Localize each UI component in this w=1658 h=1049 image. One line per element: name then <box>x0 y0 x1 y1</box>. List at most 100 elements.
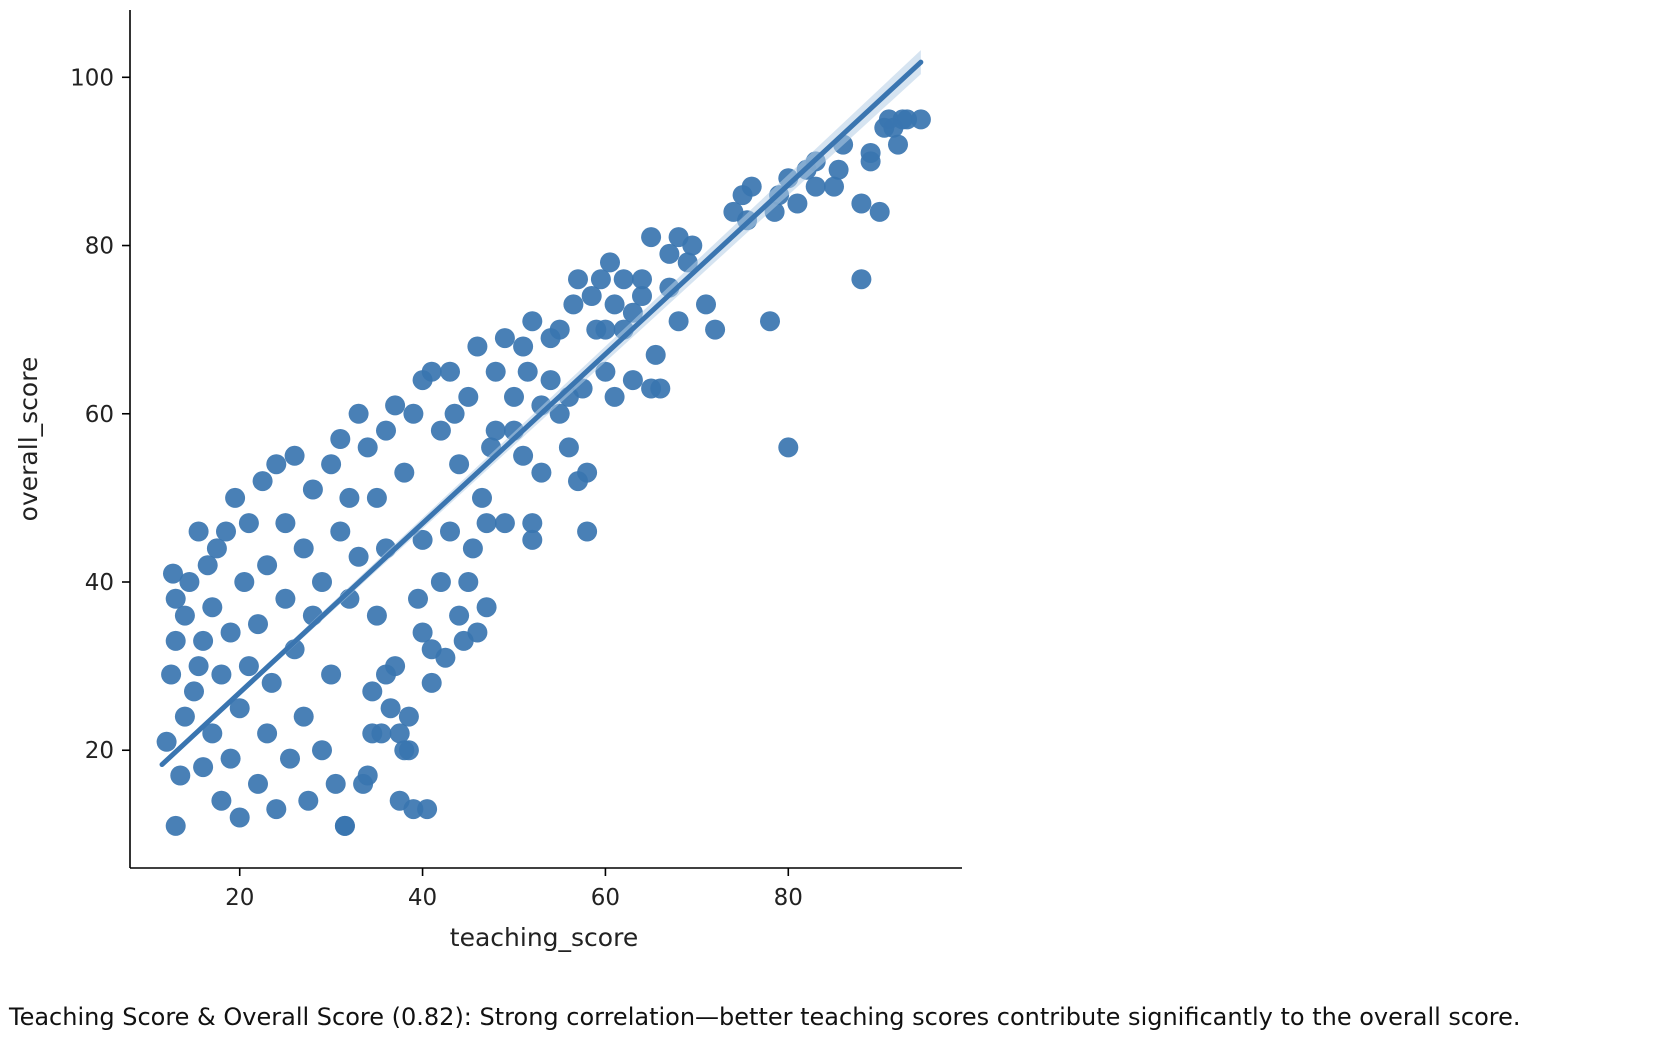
data-point <box>225 487 246 508</box>
data-point <box>604 294 625 315</box>
data-point <box>458 386 479 407</box>
data-point <box>467 336 488 357</box>
data-point <box>385 395 406 416</box>
data-point <box>188 656 209 677</box>
data-point <box>293 538 314 559</box>
data-point <box>435 647 456 668</box>
data-point <box>357 437 378 458</box>
data-point <box>403 799 424 820</box>
data-point <box>312 740 332 761</box>
data-point <box>440 361 460 382</box>
data-point <box>234 572 255 592</box>
data-point <box>632 269 652 290</box>
data-point <box>248 773 268 794</box>
data-point <box>280 748 300 769</box>
data-point <box>238 656 259 677</box>
data-point <box>238 513 259 534</box>
data-point <box>888 134 908 155</box>
data-point <box>860 151 881 172</box>
data-point <box>760 311 780 332</box>
data-point <box>348 403 369 424</box>
data-point <box>549 319 570 340</box>
data-point <box>376 664 396 685</box>
data-point <box>284 445 305 466</box>
data-point <box>421 361 442 382</box>
data-point <box>252 471 273 492</box>
data-point <box>897 109 918 130</box>
data-point <box>325 773 346 794</box>
data-point <box>494 513 515 534</box>
data-point <box>298 790 319 811</box>
data-point <box>257 555 278 576</box>
data-point <box>590 269 611 290</box>
data-point <box>380 698 401 719</box>
y-tick-label: 100 <box>70 65 114 91</box>
data-point <box>339 487 360 508</box>
data-point <box>412 622 433 643</box>
regression-line <box>159 59 924 768</box>
data-point <box>216 521 236 542</box>
data-point <box>302 479 323 500</box>
data-point <box>362 681 383 702</box>
x-tick-label: 60 <box>591 885 620 911</box>
x-tick-label: 80 <box>774 885 803 911</box>
data-point <box>778 437 799 458</box>
data-point <box>165 630 186 651</box>
data-point <box>229 807 250 828</box>
data-point <box>522 529 543 550</box>
data-point <box>229 698 250 719</box>
data-point <box>408 588 428 609</box>
x-tick-label: 20 <box>225 885 254 911</box>
data-point <box>312 572 332 592</box>
data-point <box>165 588 186 609</box>
points-layer <box>156 109 931 836</box>
data-point <box>604 386 625 407</box>
data-point <box>449 454 470 475</box>
data-point <box>622 370 643 391</box>
data-point <box>334 815 355 836</box>
data-point <box>179 572 200 592</box>
y-tick-label: 80 <box>85 234 114 260</box>
data-point <box>257 723 278 744</box>
data-point <box>444 403 465 424</box>
data-point <box>412 529 433 550</box>
data-point <box>275 513 296 534</box>
data-point <box>668 311 689 332</box>
data-point <box>513 336 534 357</box>
data-point <box>485 361 506 382</box>
data-point <box>174 605 195 626</box>
data-point <box>248 614 268 635</box>
data-point <box>184 681 204 702</box>
y-axis-label: overall_score <box>14 357 43 522</box>
y-tick-label: 20 <box>85 738 114 764</box>
data-point <box>517 361 538 382</box>
data-point <box>193 630 214 651</box>
data-point <box>595 319 616 340</box>
data-point <box>398 706 419 727</box>
data-point <box>613 269 634 290</box>
data-point <box>787 193 808 214</box>
data-point <box>362 723 383 744</box>
y-tick-label: 40 <box>85 570 114 596</box>
axes: 20 40 60 80 20 40 60 80 100 <box>70 10 962 911</box>
data-point <box>321 454 342 475</box>
data-point <box>330 429 351 449</box>
data-point <box>581 286 602 306</box>
data-point <box>540 370 561 391</box>
data-point <box>522 513 543 534</box>
data-point <box>682 235 703 256</box>
data-point <box>472 487 492 508</box>
data-point <box>869 201 890 222</box>
data-point <box>188 521 209 542</box>
data-point <box>261 672 282 693</box>
data-point <box>417 799 438 820</box>
data-point <box>170 765 191 786</box>
data-point <box>851 269 872 290</box>
data-point <box>202 723 223 744</box>
data-point <box>641 227 662 248</box>
data-point <box>366 605 387 626</box>
data-point <box>293 706 314 727</box>
data-point <box>513 445 534 466</box>
data-point <box>558 437 579 458</box>
x-axis-label: teaching_score <box>450 923 638 952</box>
